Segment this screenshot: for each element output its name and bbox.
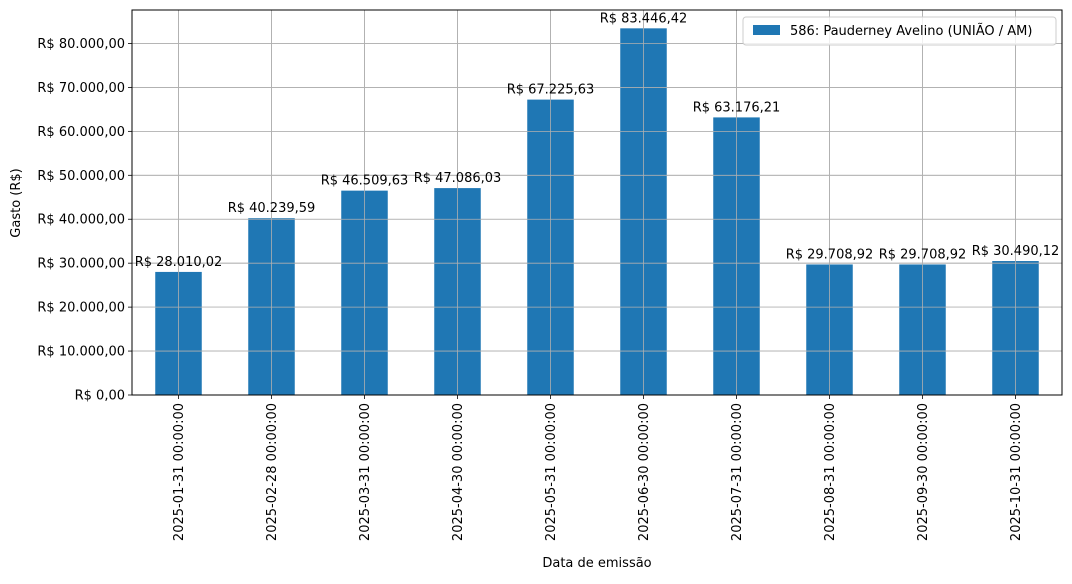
y-tick-label: R$ 50.000,00: [37, 169, 125, 184]
data-labels-layer: R$ 28.010,02 R$ 40.239,59 R$ 46.509,63 R$ 4…: [135, 11, 1060, 270]
data-label: R$ 47.086,03: [414, 171, 502, 186]
legend: 586: Pauderney Avelino (UNIÃO / AM): [742, 16, 1057, 46]
data-label: R$ 63.176,21: [693, 100, 781, 115]
y-tick-label: R$ 60.000,00: [37, 125, 125, 140]
bars-layer: [132, 10, 1062, 396]
legend-label: 586: Pauderney Avelino (UNIÃO / AM): [790, 23, 1032, 39]
legend-box: [742, 16, 1057, 46]
data-label: R$ 30.490,12: [972, 244, 1060, 259]
data-label: R$ 28.010,02: [135, 255, 223, 270]
x-tick-label: 2025-04-30 00:00:00: [451, 403, 466, 541]
y-tick-label: R$ 40.000,00: [37, 213, 125, 228]
y-tick-label: R$ 70.000,00: [37, 81, 125, 96]
x-tick-label: 2025-07-31 00:00:00: [730, 403, 745, 541]
y-tick-label: R$ 0,00: [75, 389, 125, 404]
x-tick-label: 2025-02-28 00:00:00: [265, 403, 280, 541]
data-label: R$ 83.446,42: [600, 11, 688, 26]
data-label: R$ 46.509,63: [321, 174, 409, 189]
data-label: R$ 29.708,92: [879, 247, 967, 262]
y-tick-label: R$ 20.000,00: [37, 301, 125, 316]
legend-swatch: [753, 25, 780, 35]
x-tick-label: 2025-08-31 00:00:00: [823, 403, 838, 541]
axes-layer: R$ 0,00 R$ 10.000,00 R$ 20.000,00 R$ 30.000…: [37, 9, 1063, 541]
x-tick-label: 2025-09-30 00:00:00: [916, 403, 931, 541]
x-tick-label: 2025-10-31 00:00:00: [1009, 403, 1024, 541]
plot-frame: [131, 9, 1063, 396]
x-tick-label: 2025-01-31 00:00:00: [172, 403, 187, 541]
data-label: R$ 29.708,92: [786, 247, 874, 262]
y-tick-label: R$ 80.000,00: [37, 37, 125, 52]
data-label: R$ 67.225,63: [507, 83, 595, 98]
x-axis-label: Data de emissão: [542, 556, 651, 571]
y-axis-label: Gasto (R$): [9, 168, 24, 237]
x-tick-label: 2025-05-31 00:00:00: [544, 403, 559, 541]
x-tick-label: 2025-06-30 00:00:00: [637, 403, 652, 541]
y-tick-label: R$ 30.000,00: [37, 257, 125, 272]
y-tick-label: R$ 10.000,00: [37, 345, 125, 360]
x-tick-label: 2025-03-31 00:00:00: [358, 403, 373, 541]
data-label: R$ 40.239,59: [228, 201, 316, 216]
